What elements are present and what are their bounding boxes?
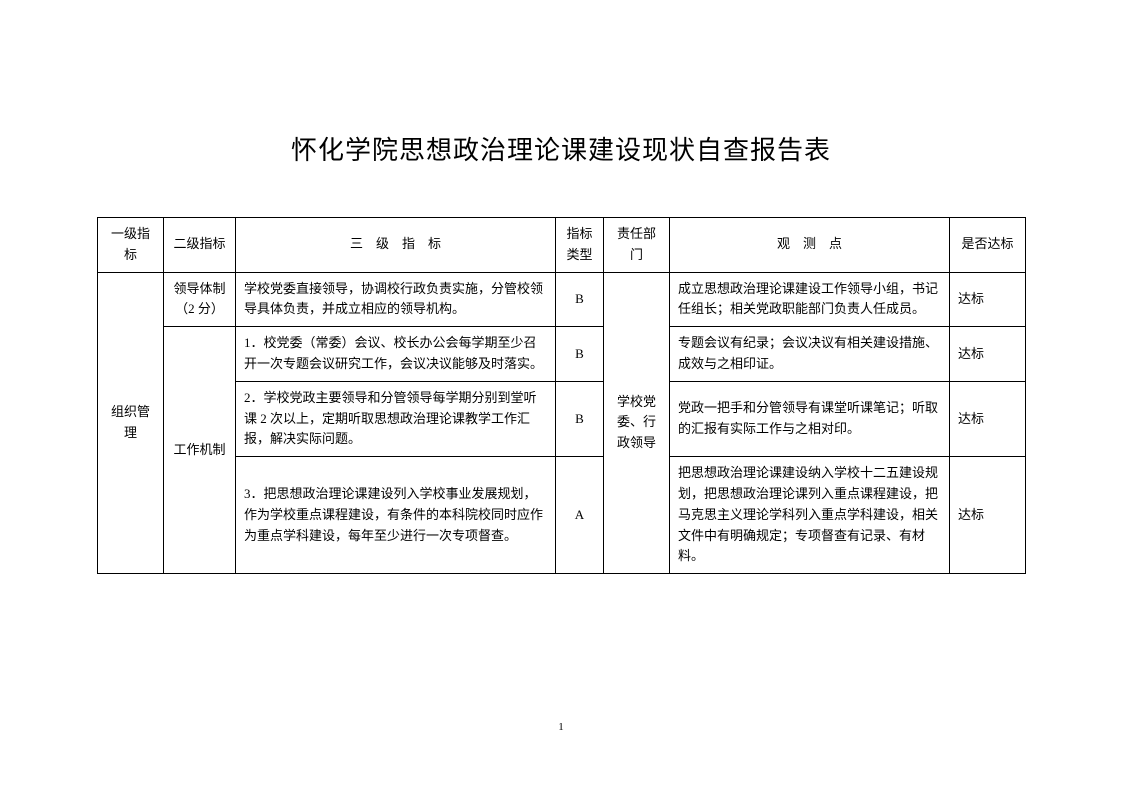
table-row: 工作机制 1．校党委（常委）会议、校长办公会每学期至少召开一次专题会议研究工作，… xyxy=(98,327,1026,382)
cell-indicator: 1．校党委（常委）会议、校长办公会每学期至少召开一次专题会议研究工作，会议决议能… xyxy=(236,327,556,382)
header-level3: 三 级 指 标 xyxy=(236,218,556,273)
table-row: 2．学校党政主要领导和分管领导每学期分别到堂听课 2 次以上，定期听取思想政治理… xyxy=(98,381,1026,456)
cell-status: 达标 xyxy=(950,327,1026,382)
cell-observation: 成立思想政治理论课建设工作领导小组，书记任组长；相关党政职能部门负责人任成员。 xyxy=(670,272,950,327)
cell-type: B xyxy=(556,327,604,382)
cell-indicator: 3．把思想政治理论课建设列入学校事业发展规划，作为学校重点课程建设，有条件的本科… xyxy=(236,457,556,574)
cell-observation: 专题会议有纪录；会议决议有相关建设措施、成效与之相印证。 xyxy=(670,327,950,382)
table-row: 组织管理 领导体制（2 分） 学校党委直接领导，协调校行政负责实施，分管校领导具… xyxy=(98,272,1026,327)
cell-type: B xyxy=(556,381,604,456)
table-row: 3．把思想政治理论课建设列入学校事业发展规划，作为学校重点课程建设，有条件的本科… xyxy=(98,457,1026,574)
cell-level2a: 领导体制（2 分） xyxy=(164,272,236,327)
cell-observation: 党政一把手和分管领导有课堂听课笔记；听取的汇报有实际工作与之相对印。 xyxy=(670,381,950,456)
page-title: 怀化学院思想政治理论课建设现状自查报告表 xyxy=(0,130,1122,167)
header-dept: 责任部门 xyxy=(604,218,670,273)
cell-indicator: 学校党委直接领导，协调校行政负责实施，分管校领导具体负责，并成立相应的领导机构。 xyxy=(236,272,556,327)
cell-type: A xyxy=(556,457,604,574)
header-observation: 观 测 点 xyxy=(670,218,950,273)
cell-status: 达标 xyxy=(950,381,1026,456)
cell-status: 达标 xyxy=(950,457,1026,574)
cell-level2b: 工作机制 xyxy=(164,327,236,574)
main-table: 一级指标 二级指标 三 级 指 标 指标类型 责任部门 观 测 点 是否达标 组… xyxy=(97,217,1026,574)
table-container: 一级指标 二级指标 三 级 指 标 指标类型 责任部门 观 测 点 是否达标 组… xyxy=(97,217,1025,574)
header-status: 是否达标 xyxy=(950,218,1026,273)
cell-dept: 学校党委、行政领导 xyxy=(604,272,670,574)
header-level2: 二级指标 xyxy=(164,218,236,273)
header-type: 指标类型 xyxy=(556,218,604,273)
cell-status: 达标 xyxy=(950,272,1026,327)
cell-level1: 组织管理 xyxy=(98,272,164,574)
cell-observation: 把思想政治理论课建设纳入学校十二五建设规划，把思想政治理论课列入重点课程建设，把… xyxy=(670,457,950,574)
cell-indicator: 2．学校党政主要领导和分管领导每学期分别到堂听课 2 次以上，定期听取思想政治理… xyxy=(236,381,556,456)
cell-type: B xyxy=(556,272,604,327)
header-row: 一级指标 二级指标 三 级 指 标 指标类型 责任部门 观 测 点 是否达标 xyxy=(98,218,1026,273)
page-number: 1 xyxy=(558,721,564,733)
header-level1: 一级指标 xyxy=(98,218,164,273)
